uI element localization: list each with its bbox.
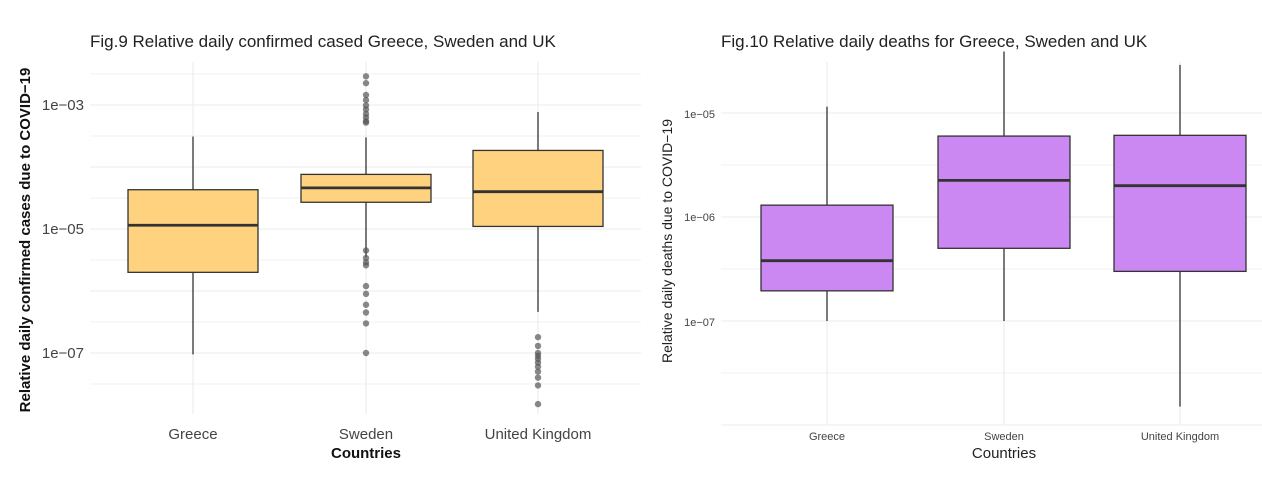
x-tick-label: United Kingdom bbox=[1141, 431, 1219, 443]
outlier-point bbox=[534, 382, 542, 389]
x-axis-title: Countries bbox=[331, 445, 401, 462]
iqr-box bbox=[127, 189, 259, 273]
boxplots bbox=[760, 51, 1247, 407]
box-united-kingdom bbox=[1113, 64, 1247, 407]
y-tick-label: 1e−03 bbox=[42, 97, 84, 114]
outlier-point bbox=[534, 342, 542, 350]
iqr-box bbox=[472, 149, 604, 228]
y-axis-title: Relative daily deaths due to COVID−19 bbox=[659, 119, 675, 363]
outlier-point bbox=[534, 400, 542, 408]
box-sweden bbox=[300, 73, 432, 357]
box-greece bbox=[760, 106, 894, 321]
y-ticks: 1e−03 1e−05 1e−07 bbox=[42, 97, 84, 362]
y-tick-label: 1e−07 bbox=[684, 317, 715, 329]
outlier-point bbox=[362, 119, 370, 126]
x-tick-label: United Kingdom bbox=[485, 426, 592, 443]
outlier-point bbox=[534, 374, 542, 381]
outlier-point bbox=[362, 91, 370, 99]
outlier-point bbox=[362, 79, 370, 87]
outlier-point bbox=[362, 247, 370, 254]
outlier-point bbox=[362, 290, 370, 298]
box-united-kingdom bbox=[472, 112, 604, 408]
chart-fig9: Fig.9 Relative daily confirmed cased Gre… bbox=[17, 32, 641, 462]
chart-title: Fig.10 Relative daily deaths for Greece,… bbox=[721, 32, 1148, 51]
x-tick-label: Greece bbox=[809, 431, 845, 443]
iqr-box bbox=[1113, 134, 1247, 273]
outlier-point bbox=[362, 262, 370, 269]
x-ticks: Greece Sweden United Kingdom bbox=[809, 431, 1219, 443]
y-ticks: 1e−05 1e−06 1e−07 bbox=[684, 109, 715, 329]
outlier-point bbox=[362, 73, 370, 80]
x-axis-title: Countries bbox=[972, 445, 1036, 462]
y-tick-label: 1e−05 bbox=[42, 221, 84, 238]
x-tick-label: Sweden bbox=[339, 426, 393, 443]
outlier-point bbox=[362, 282, 370, 290]
boxplots bbox=[127, 73, 604, 408]
outlier-point bbox=[362, 320, 370, 327]
chart-fig10: Fig.10 Relative daily deaths for Greece,… bbox=[659, 32, 1262, 462]
outlier-point bbox=[534, 368, 542, 375]
box-greece bbox=[127, 136, 259, 355]
iqr-box bbox=[760, 204, 894, 292]
y-tick-label: 1e−07 bbox=[42, 345, 84, 362]
outlier-point bbox=[534, 363, 542, 370]
x-tick-label: Greece bbox=[168, 426, 217, 443]
x-tick-label: Sweden bbox=[984, 431, 1024, 443]
outlier-point bbox=[362, 349, 370, 357]
y-tick-label: 1e−06 bbox=[684, 212, 715, 224]
box-sweden bbox=[937, 51, 1071, 321]
outlier-point bbox=[362, 309, 370, 316]
outlier-point bbox=[362, 96, 370, 104]
y-axis-title: Relative daily confirmed cases due to CO… bbox=[17, 68, 34, 413]
outlier-point bbox=[362, 301, 370, 308]
iqr-box bbox=[937, 135, 1071, 249]
outlier-point bbox=[534, 333, 542, 341]
outlier-point bbox=[362, 106, 370, 113]
x-ticks: Greece Sweden United Kingdom bbox=[168, 426, 591, 443]
y-tick-label: 1e−05 bbox=[684, 109, 715, 121]
chart-title: Fig.9 Relative daily confirmed cased Gre… bbox=[90, 32, 557, 51]
